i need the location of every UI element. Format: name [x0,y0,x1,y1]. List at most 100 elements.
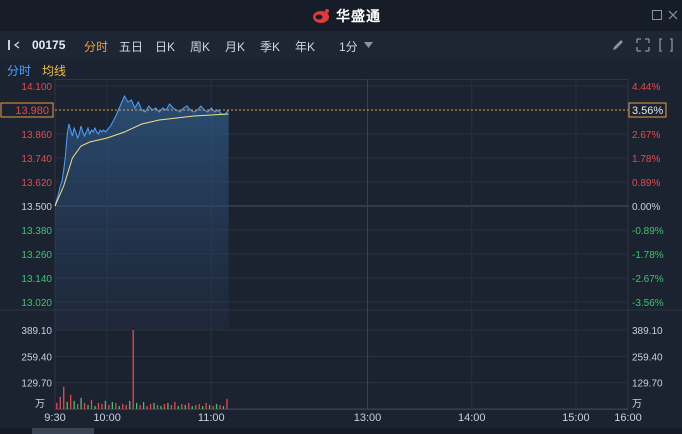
volume-bar [90,399,93,409]
volume-bar [163,403,166,409]
volume-tick-label: 259.40 [21,352,52,363]
pencil-icon[interactable] [611,38,625,52]
volume-bar [118,405,120,409]
price-tick-label: 13.380 [21,226,52,237]
price-tick-label: 13.740 [21,154,52,165]
interval-select[interactable]: 1分 [339,40,358,54]
current-price-marker: 13.980 3.56% [0,102,667,118]
time-tick-label: 11:00 [198,412,225,424]
volume-bar [125,404,127,409]
volume-bar [198,403,200,409]
volume-bar [188,402,190,409]
volume-bar [177,405,179,409]
chart-lines [54,94,229,207]
volume-bar [184,404,186,409]
pct-tick-label: 4.44% [632,82,660,93]
current-pct-label: 3.56% [632,105,663,117]
volume-bar [219,404,221,409]
collapse-left-icon[interactable] [7,39,23,51]
volume-bar [70,394,72,409]
volume-bar [153,402,155,409]
pct-tick-label: 0.89% [632,178,660,189]
volume-bar [76,403,79,409]
volume-tick-label-right: 389.10 [632,326,663,337]
volume-bar [149,403,152,409]
volume-tick-label-right: 259.40 [632,352,663,363]
volume-bar [122,403,124,409]
brand-logo-icon [313,9,329,23]
volume-tick-label-right: 129.70 [632,379,663,390]
pct-tick-label: 0.00% [632,202,660,213]
price-tick-label: 13.020 [21,298,52,309]
tab-weekly-k[interactable]: 周K [190,40,211,54]
volume-bar [66,401,68,409]
tab-yearly-k[interactable]: 年K [295,40,316,54]
volume-bar [136,402,138,409]
volume-bar [195,404,197,409]
volume-bar [160,405,162,409]
volume-bars [56,330,228,409]
window-close-icon[interactable] [667,9,679,21]
tab-monthly-k[interactable]: 月K [225,40,246,54]
pct-tick-label: -0.89% [632,226,664,237]
volume-bar [63,386,65,409]
scroll-strip[interactable] [0,428,682,434]
volume-tick-label: 389.10 [21,326,52,337]
window-control-icon[interactable] [651,9,663,21]
tab-daily-k[interactable]: 日K [155,40,176,54]
tab-quarterly-k[interactable]: 季K [260,40,281,54]
volume-bar [132,330,134,409]
volume-bar [174,401,176,409]
fullscreen-icon[interactable] [659,38,673,52]
axis-labels: 14.100 13.860 13.740 13.620 13.500 13.380 13.2… [21,82,663,424]
price-tick-label: 13.620 [21,178,52,189]
volume-tick-label: 129.70 [21,379,52,390]
volume-bar [59,396,61,409]
price-tick-label: 13.500 [21,202,52,213]
volume-bar [222,405,225,409]
volume-bar [226,398,228,409]
current-pct-box [628,102,667,118]
volume-bar [156,404,159,409]
volume-unit-label-right: 万 [632,399,642,410]
volume-bar [108,404,110,409]
price-area-fill [55,96,229,330]
legend-bar: 分时 均线 [0,59,682,79]
volume-bar [56,402,58,409]
stock-code: 00175 [32,38,66,52]
volume-bar [201,405,204,409]
volume-bar [97,402,100,409]
price-tick-label: 13.140 [21,274,52,285]
volume-bar [181,403,183,409]
volume-bar [104,400,107,409]
volume-bar [111,401,113,409]
volume-bar [101,403,103,409]
pct-tick-label: 2.67% [632,130,660,141]
current-price-box [0,102,54,118]
volume-bar [115,402,117,409]
average-line [54,113,229,207]
brand: 华盛通 [311,6,381,26]
volume-bar [129,400,131,409]
volume-bar [83,402,86,409]
time-tick-label: 13:00 [354,412,382,424]
pct-tick-label: 1.78% [632,154,660,165]
volume-bar [142,401,145,409]
chevron-down-icon[interactable] [364,42,373,48]
tab-five-day[interactable]: 五日 [119,40,144,54]
time-tick-label: 10:00 [93,412,121,424]
chart-toolbar: 00175 分时 五日 日K 周K 月K 季K 年K 1分 [0,31,682,59]
intraday-chart[interactable]: 14.100 13.860 13.740 13.620 13.500 13.380 13.2… [0,79,682,428]
expand-icon[interactable] [636,38,650,52]
legend-price[interactable]: 分时 [7,64,32,78]
volume-bar [170,404,173,409]
tab-intraday[interactable]: 分时 [84,40,109,54]
volume-bar [73,400,75,409]
legend-average[interactable]: 均线 [42,64,67,78]
time-tick-label: 9:30 [44,412,65,424]
scroll-thumb[interactable] [32,428,94,434]
volume-bar [87,404,89,409]
brand-name: 华盛通 [336,8,381,24]
pct-tick-label: -2.67% [632,274,664,285]
volume-bar [94,405,96,409]
